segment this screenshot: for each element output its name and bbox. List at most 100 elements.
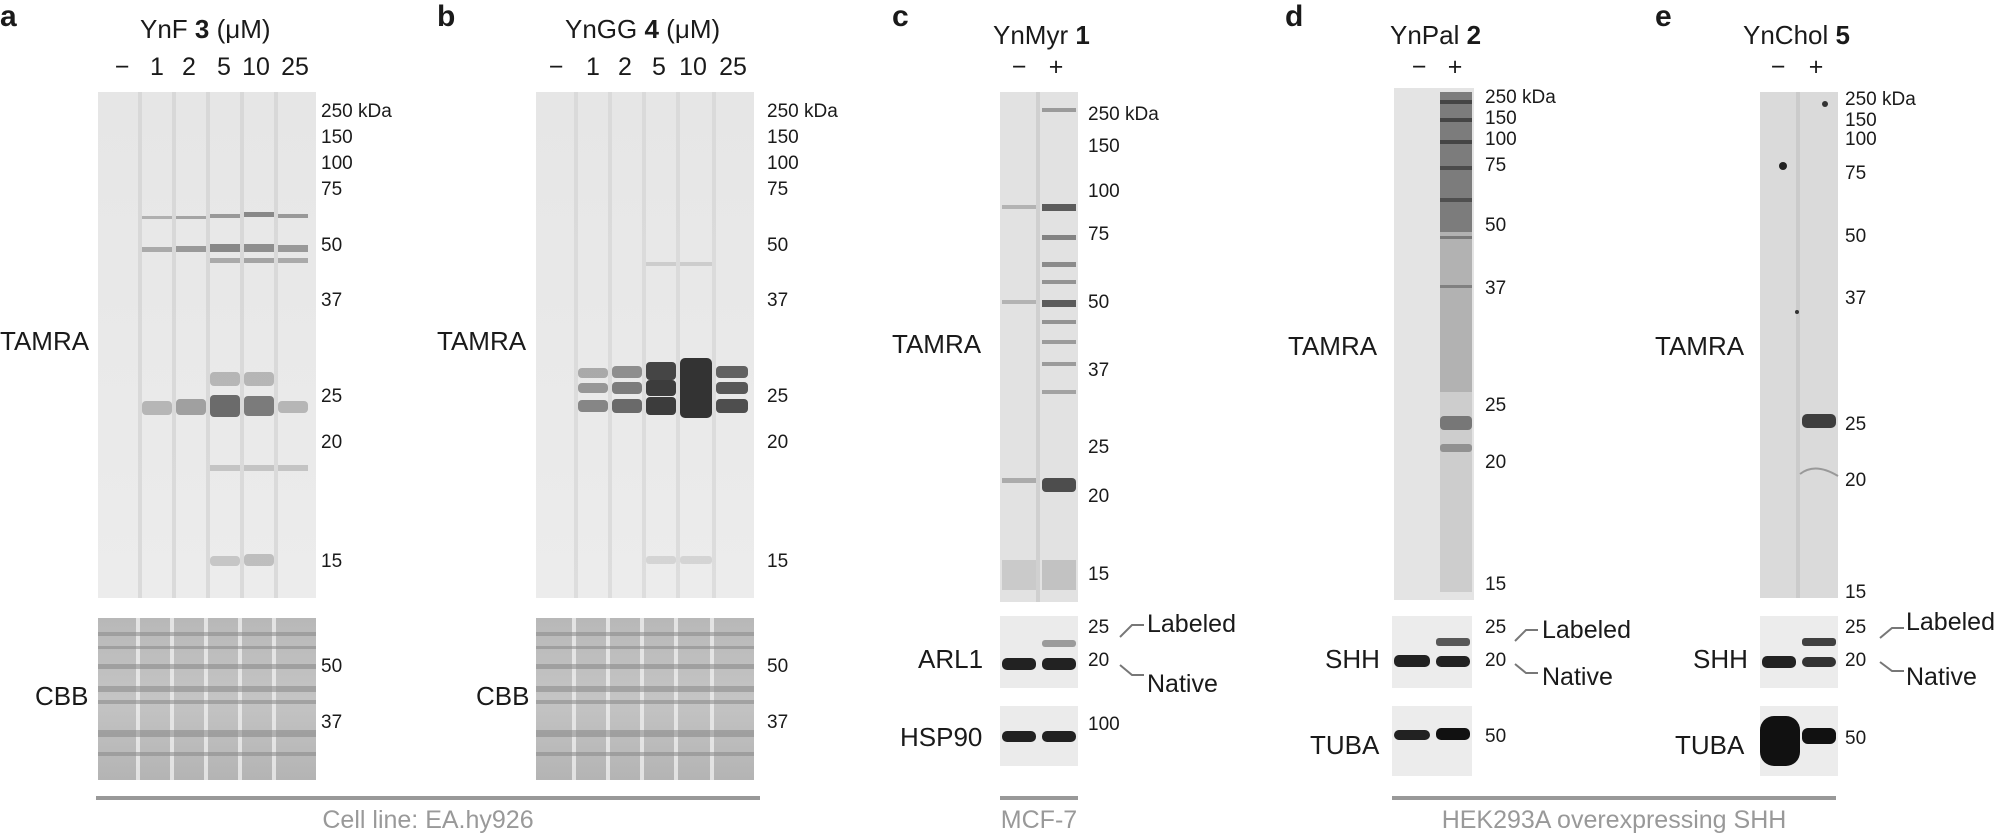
panel-e-title: YnChol 5 [1743, 20, 1850, 50]
mw-marker: 50 [321, 656, 342, 677]
panel-letter-e: e [1655, 0, 1672, 33]
condition-label: 2 [182, 53, 196, 81]
mw-marker: 20 [1088, 486, 1109, 507]
mw-marker: 15 [1088, 564, 1109, 585]
tamra-gel [1000, 92, 1078, 602]
blot-label: HSP90 [900, 722, 982, 752]
mw-markers: 250 kDa 150 100 75 50 37 25 20 15 [321, 101, 392, 572]
mw-markers: 250 kDa 150 100 75 50 37 25 20 15 [1485, 87, 1556, 595]
mw-marker: 20 [1485, 452, 1506, 473]
panel-a: a YnF 3 (μM) − 1 2 5 10 25 [0, 0, 392, 780]
mw-marker: 50 [767, 656, 788, 677]
footer-cell-line-mcf: MCF-7 [1001, 806, 1077, 834]
mw-marker: 100 [1088, 714, 1120, 735]
mw-marker: 25 [1845, 414, 1866, 435]
mw-marker: 75 [1485, 155, 1506, 176]
panel-letter-d: d [1285, 0, 1303, 33]
stain-label: TAMRA [1288, 331, 1378, 361]
panel-b: b YnGG 4 (μM) − 1 2 5 10 25 [437, 0, 838, 780]
stain-label: TAMRA [0, 326, 90, 356]
loading-stain-label: CBB [35, 681, 88, 711]
condition-label: 10 [679, 53, 707, 81]
mw-marker: 50 [1088, 292, 1109, 313]
mw-marker: 20 [321, 432, 342, 453]
blot-label: ARL1 [918, 644, 983, 674]
labeled-band-leader [1514, 629, 1538, 642]
mw-marker: 15 [321, 551, 342, 572]
mw-marker: 100 [1088, 181, 1120, 202]
cbb-gel [536, 618, 754, 780]
condition-label: + [1448, 53, 1463, 81]
mw-marker: 37 [1088, 360, 1109, 381]
footers: Cell line: EA.hy926 MCF-7 HEK293A overex… [96, 796, 1836, 834]
condition-label: 5 [217, 53, 231, 81]
mw-marker: 20 [1485, 650, 1506, 671]
mw-marker: 15 [1485, 574, 1506, 595]
condition-label: 25 [281, 53, 309, 81]
blot-label: SHH [1693, 644, 1748, 674]
condition-label: − [549, 53, 564, 81]
labeled-band-label: Labeled [1147, 610, 1236, 638]
mw-markers: 250 kDa 150 100 75 50 37 25 20 15 [1845, 89, 1916, 603]
condition-label: 5 [652, 53, 666, 81]
condition-label: − [1012, 53, 1027, 81]
native-band-label: Native [1542, 663, 1613, 691]
mw-marker: 50 [1485, 215, 1506, 236]
panel-d: d YnPal 2 − + TAMRA 250 kDa 150 [1285, 0, 1631, 776]
mw-marker: 25 [1845, 617, 1866, 638]
mw-marker: 150 [321, 127, 353, 148]
mw-marker: 25 [1088, 437, 1109, 458]
native-band-label: Native [1147, 670, 1218, 698]
panel-c: c YnMyr 1 − + [892, 0, 1236, 766]
stain-label: TAMRA [892, 329, 982, 359]
mw-markers: 250 kDa 150 100 75 50 37 25 20 15 [1088, 104, 1159, 585]
mw-marker: 25 [1485, 617, 1506, 638]
mw-marker: 37 [767, 290, 788, 311]
condition-label: 25 [719, 53, 747, 81]
panel-letter-a: a [0, 0, 17, 33]
cbb-gel [98, 618, 316, 780]
mw-marker: 100 [1845, 129, 1877, 150]
tuba-blot [1760, 706, 1838, 776]
mw-marker: 37 [1845, 288, 1866, 309]
native-band-leader [1119, 664, 1144, 676]
arl1-blot [1000, 616, 1078, 688]
mw-marker: 25 [1088, 617, 1109, 638]
labeled-band-leader [1119, 624, 1144, 638]
mw-marker: 250 kDa [321, 101, 392, 122]
panel-d-title: YnPal 2 [1390, 20, 1481, 50]
mw-markers: 250 kDa 150 100 75 50 37 25 20 15 [767, 101, 838, 572]
hsp90-blot [1000, 706, 1078, 766]
mw-marker: 150 [1845, 110, 1877, 131]
condition-label: + [1809, 53, 1824, 81]
condition-labels: − 1 2 5 10 25 [115, 53, 309, 81]
mw-marker: 75 [1845, 163, 1866, 184]
labeled-band-leader [1879, 627, 1904, 639]
mw-marker: 250 kDa [1485, 87, 1556, 108]
native-band-leader [1879, 661, 1904, 672]
mw-marker: 50 [1485, 726, 1506, 747]
blot-label: TUBA [1310, 730, 1380, 760]
shh-blot [1760, 616, 1838, 688]
mw-marker: 25 [767, 386, 788, 407]
condition-label: 2 [618, 53, 632, 81]
mw-marker: 25 [321, 386, 342, 407]
mw-marker: 37 [767, 712, 788, 733]
mw-marker: 250 kDa [1845, 89, 1916, 110]
mw-marker: 250 kDa [1088, 104, 1159, 125]
mw-marker: 75 [321, 179, 342, 200]
mw-marker: 25 [1485, 395, 1506, 416]
mw-marker: 50 [321, 235, 342, 256]
tamra-gel [536, 92, 754, 598]
panel-b-title: YnGG 4 (μM) [565, 14, 720, 44]
mw-marker: 15 [767, 551, 788, 572]
mw-marker: 50 [1845, 728, 1866, 749]
shh-blot [1392, 616, 1472, 688]
mw-marker: 75 [1088, 224, 1109, 245]
condition-label: 1 [150, 53, 164, 81]
mw-marker: 20 [1088, 650, 1109, 671]
mw-marker: 20 [1845, 650, 1866, 671]
mw-marker: 100 [321, 153, 353, 174]
native-band-leader [1514, 663, 1538, 674]
tamra-gel [98, 92, 316, 598]
